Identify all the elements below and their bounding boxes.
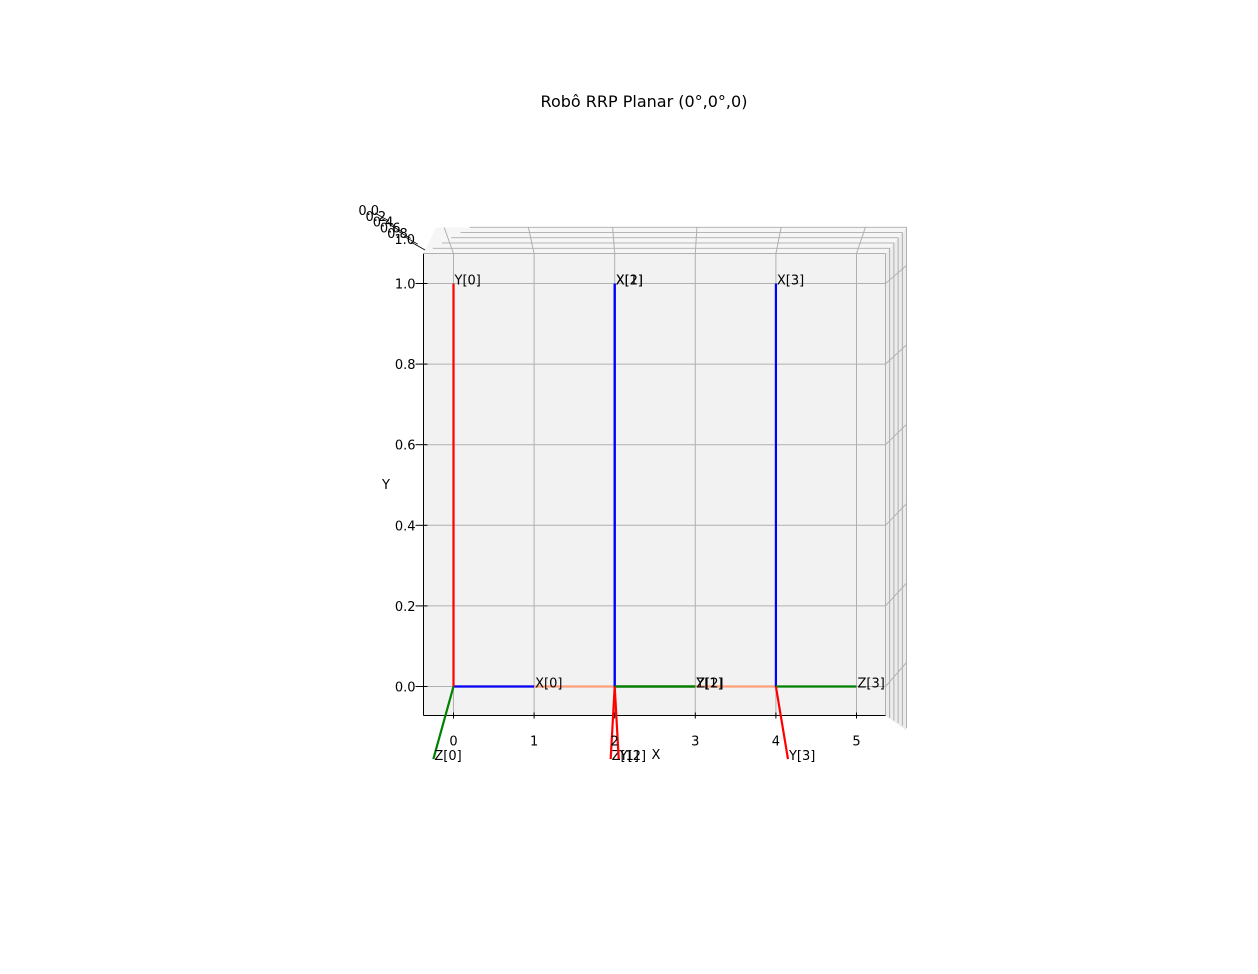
x-gridline-depth	[612, 227, 616, 254]
z-tick-label: 0.4	[373, 216, 394, 231]
y-tick-label: 0.2	[395, 600, 416, 615]
z-tick	[389, 224, 404, 233]
top-pane	[423, 227, 907, 254]
x-gridline-depth	[694, 227, 698, 254]
y-tick-label: 0.8	[395, 358, 416, 373]
z-tick	[410, 241, 426, 251]
x-gridline-depth	[443, 227, 454, 254]
z-tick-label: 0.0	[358, 204, 379, 219]
tick-marks	[374, 212, 857, 719]
z-tick	[382, 218, 397, 228]
frame-axis-label: Z[2]	[696, 677, 723, 692]
z-tick-label: 0.8	[387, 227, 408, 242]
z-tick-label: 1.0	[394, 233, 415, 248]
y-tick-label: 1.0	[395, 278, 416, 293]
x-gridline-depth	[527, 227, 535, 254]
frame-axis-label: X[1]	[616, 274, 643, 289]
frame-axis-label: Y[2]	[619, 749, 646, 764]
y-gridline-depth	[885, 503, 907, 526]
frame-axis-label: Z[0]	[434, 749, 461, 764]
x-gridline-depth	[775, 227, 782, 254]
frame-axis	[774, 686, 790, 760]
y-tick-label: 0.6	[395, 439, 416, 454]
x-tick-label: 2	[611, 735, 619, 750]
frame-axes: X[0]Y[0]Z[0]X[1]Y[1]Z[1]X[2]Z[2]Y[2]X[3]…	[432, 274, 885, 764]
side-pane	[885, 227, 907, 731]
axes-panes	[423, 227, 907, 731]
y-gridline-depth	[885, 582, 907, 607]
x-tick-label: 1	[530, 735, 538, 750]
z-tick-label: 0.6	[380, 221, 401, 236]
x-tick-label: 3	[691, 735, 699, 750]
y-gridline-depth	[885, 423, 907, 446]
y-tick-label: 0.4	[395, 519, 416, 534]
y-gridline-depth	[885, 662, 907, 687]
frame-axis-label: X[2]	[616, 274, 643, 289]
x-gridline-depth	[856, 227, 866, 254]
y-gridline-depth	[885, 344, 907, 365]
frame-axis-label: X[3]	[777, 274, 804, 289]
frame-axis	[613, 686, 620, 760]
frame-axis	[432, 686, 455, 760]
x-tick-label: 5	[852, 735, 860, 750]
z-tick	[403, 235, 418, 245]
x-tick-label: 0	[449, 735, 457, 750]
frame-axis	[609, 686, 616, 760]
frame-axis-label: Y[1]	[695, 677, 722, 692]
x-tick-label: 4	[772, 735, 780, 750]
x-axis-label: X	[652, 748, 661, 763]
front-pane	[423, 253, 886, 716]
y-axis-label: Y	[381, 478, 390, 493]
y-tick-label: 0.0	[395, 681, 416, 696]
frame-axis-label: X[0]	[535, 677, 562, 692]
frame-axis-label: Y[3]	[788, 749, 815, 764]
z-tick-label: 0.2	[366, 210, 387, 225]
y-gridline-depth	[885, 265, 907, 284]
chart-title: Robô RRP Planar (0°,0°,0)	[540, 92, 748, 111]
z-tick	[374, 212, 390, 222]
frame-axis-label: Z[3]	[858, 677, 885, 692]
frame-axis-label: Y[0]	[454, 274, 481, 289]
z-tick	[396, 230, 411, 239]
tick-labels: 0 1 2 3 4 50.00.20.40.60.81.00.00.20.40.60.81…	[358, 204, 860, 750]
